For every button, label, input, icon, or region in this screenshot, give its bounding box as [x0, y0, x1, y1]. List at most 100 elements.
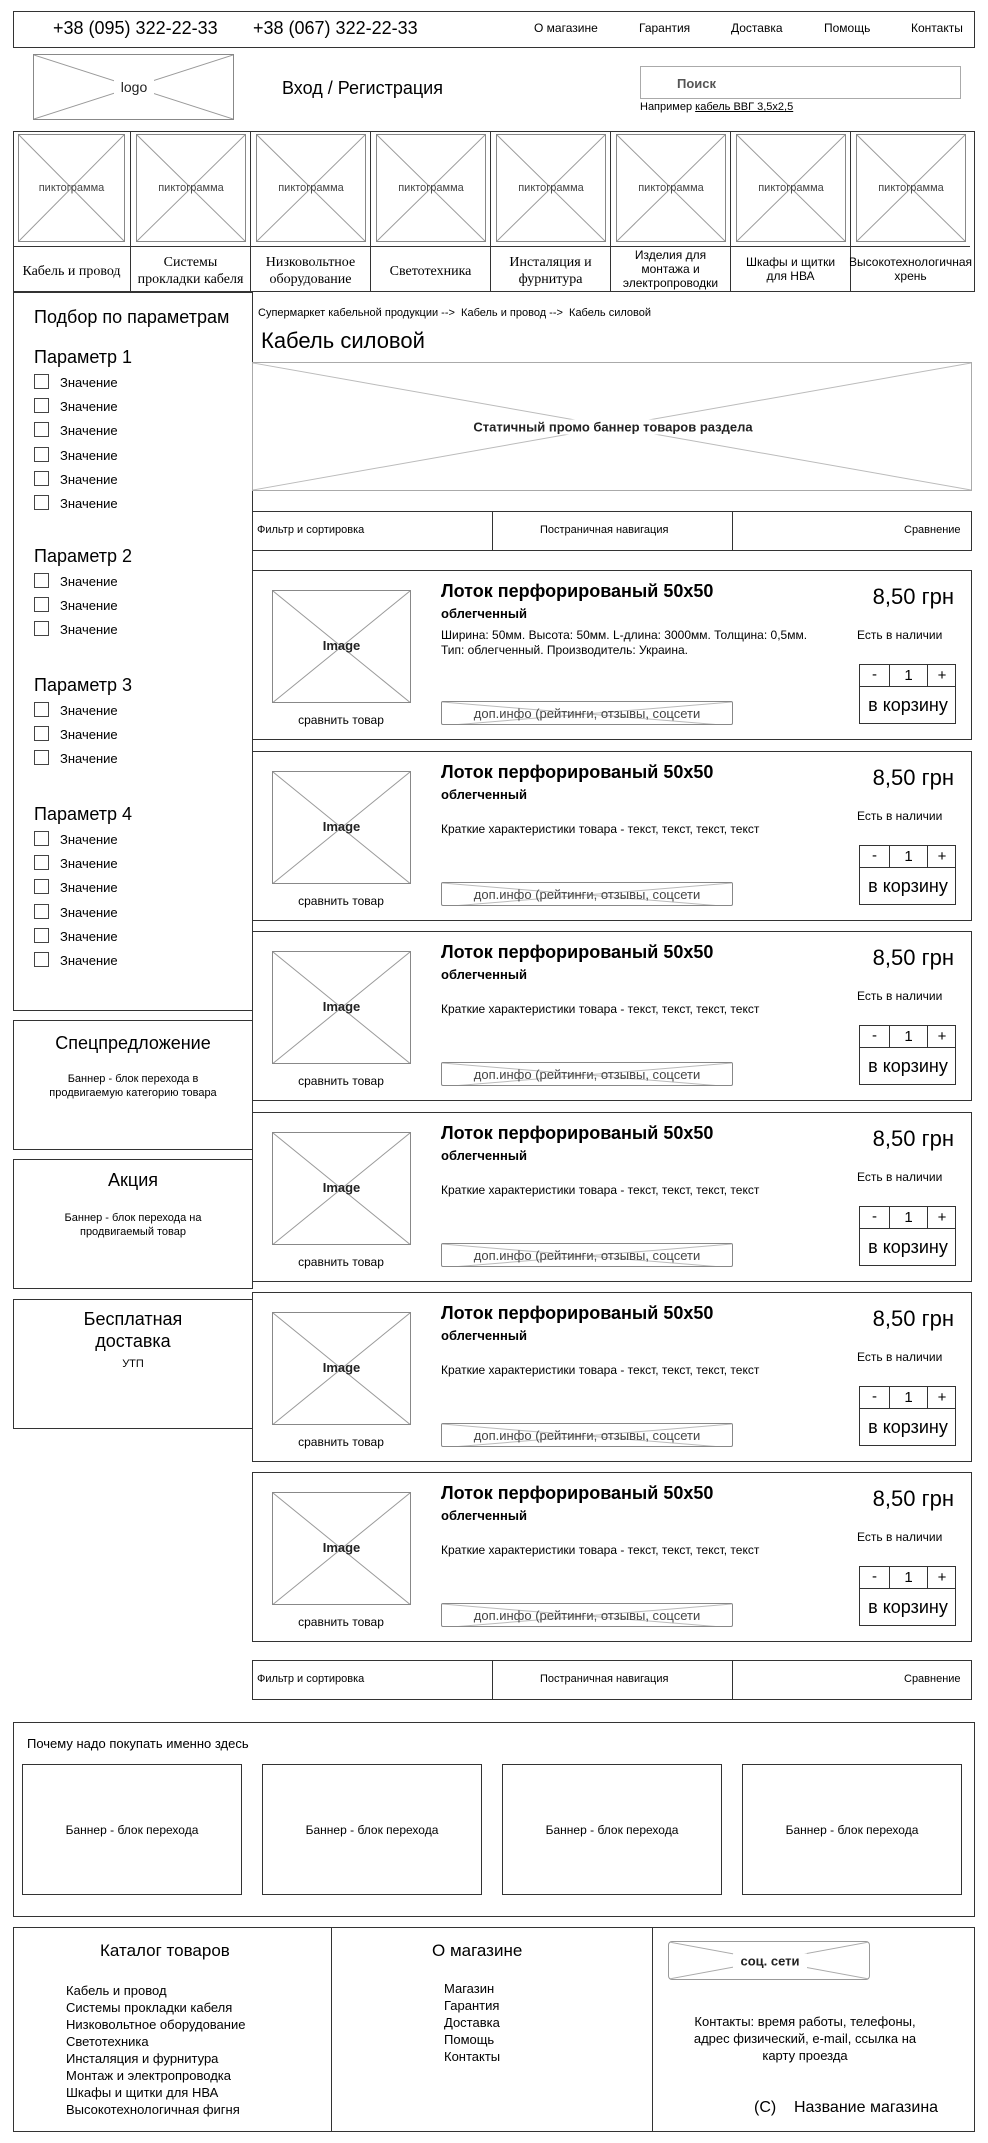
footer-catalog-link[interactable]: Монтаж и электропроводка — [66, 2068, 232, 2083]
footer-about-link[interactable]: Гарантия — [444, 1998, 500, 2013]
social-links[interactable]: соц. сети — [668, 1941, 870, 1980]
param-checkbox[interactable] — [34, 750, 49, 766]
param-checkbox[interactable] — [34, 398, 49, 414]
nav-contacts[interactable]: Контакты — [911, 21, 963, 35]
qty-input[interactable]: 1 — [890, 1387, 927, 1409]
category-item[interactable]: пиктограмма Светотехника — [370, 131, 490, 292]
footer-about-link[interactable]: Контакты — [444, 2049, 501, 2064]
qty-input[interactable]: 1 — [890, 1207, 927, 1229]
qty-minus-button[interactable]: - — [860, 846, 890, 868]
nav-about[interactable]: О магазине — [534, 21, 598, 35]
compare-product-link[interactable]: сравнить товар — [298, 894, 384, 908]
product-extra-info[interactable]: доп.инфо (рейтинги, отзывы, соцсети — [441, 1062, 733, 1086]
nav-delivery[interactable]: Доставка — [731, 21, 783, 35]
product-title[interactable]: Лоток перфорированый 50х50 — [441, 942, 714, 962]
qty-minus-button[interactable]: - — [860, 1207, 890, 1229]
qty-plus-button[interactable]: + — [927, 846, 956, 868]
category-item[interactable]: пиктограмма Низковольтное оборудование — [250, 131, 370, 292]
add-to-cart-button[interactable]: в корзину — [868, 876, 948, 896]
product-title[interactable]: Лоток перфорированый 50х50 — [441, 1483, 714, 1503]
product-title[interactable]: Лоток перфорированый 50х50 — [441, 1303, 714, 1323]
search-input[interactable]: Поиск — [640, 66, 961, 99]
product-extra-info[interactable]: доп.инфо (рейтинги, отзывы, соцсети — [441, 701, 733, 725]
qty-minus-button[interactable]: - — [860, 1567, 890, 1589]
compare-product-link[interactable]: сравнить товар — [298, 1615, 384, 1629]
footer-catalog-link[interactable]: Шкафы и щитки для НВА — [66, 2085, 219, 2100]
search-hint-link[interactable]: кабель ВВГ 3,5х2,5 — [695, 101, 794, 113]
footer-catalog-link[interactable]: Инсталяция и фурнитура — [66, 2051, 219, 2066]
param-checkbox[interactable] — [34, 879, 49, 895]
param-checkbox[interactable] — [34, 446, 49, 462]
qty-minus-button[interactable]: - — [860, 665, 890, 687]
why-banner[interactable]: Баннер - блок перехода — [262, 1764, 482, 1895]
product-image[interactable]: Image — [272, 1312, 411, 1425]
footer-about-link[interactable]: Доставка — [444, 2015, 500, 2030]
why-banner[interactable]: Баннер - блок перехода — [22, 1764, 242, 1895]
param-checkbox[interactable] — [34, 470, 49, 486]
footer-catalog-link[interactable]: Высокотехнологичная фигня — [66, 2102, 240, 2117]
param-checkbox[interactable] — [34, 831, 49, 846]
compare-product-link[interactable]: сравнить товар — [298, 1074, 384, 1088]
breadcrumb[interactable]: Супермаркет кабельной продукции --> Кабе… — [258, 307, 651, 319]
pagination[interactable]: Постраничная навигация — [540, 524, 669, 536]
product-title[interactable]: Лоток перфорированый 50х50 — [441, 762, 714, 782]
logo[interactable]: logo — [33, 54, 234, 120]
param-checkbox[interactable] — [34, 374, 49, 389]
promo-action[interactable]: Акция Баннер - блок перехода на продвига… — [13, 1159, 253, 1289]
promo-banner[interactable]: Статичный промо баннер товаров раздела — [252, 362, 972, 491]
footer-about-link[interactable]: Магазин — [444, 1981, 495, 1996]
footer-catalog-link[interactable]: Светотехника — [66, 2034, 149, 2049]
product-extra-info[interactable]: доп.инфо (рейтинги, отзывы, соцсети — [441, 1603, 733, 1627]
phone-2[interactable]: +38 (067) 322-22-33 — [253, 18, 418, 38]
qty-plus-button[interactable]: + — [927, 1387, 956, 1409]
qty-input[interactable]: 1 — [890, 1026, 927, 1048]
pagination[interactable]: Постраничная навигация — [540, 1673, 669, 1685]
phone-1[interactable]: +38 (095) 322-22-33 — [53, 18, 218, 38]
category-item[interactable]: пиктограмма Высокотехнологичная хрень — [849, 131, 972, 292]
product-image[interactable]: Image — [272, 951, 411, 1064]
param-checkbox[interactable] — [34, 597, 49, 613]
category-item[interactable]: пиктограмма Изделия для монтажа и электро… — [610, 131, 730, 292]
param-checkbox[interactable] — [34, 726, 49, 742]
product-title[interactable]: Лоток перфорированый 50х50 — [441, 1123, 714, 1143]
login-link[interactable]: Вход / Регистрация — [282, 78, 443, 98]
param-checkbox[interactable] — [34, 621, 49, 637]
compare-product-link[interactable]: сравнить товар — [298, 1255, 384, 1269]
product-image[interactable]: Image — [272, 590, 411, 703]
product-title[interactable]: Лоток перфорированый 50х50 — [441, 581, 714, 601]
footer-catalog-link[interactable]: Системы прокладки кабеля — [66, 2000, 233, 2015]
param-checkbox[interactable] — [34, 495, 49, 510]
footer-catalog-link[interactable]: Низковольтное оборудование — [66, 2017, 246, 2032]
footer-catalog-link[interactable]: Кабель и провод — [66, 1983, 167, 1998]
product-extra-info[interactable]: доп.инфо (рейтинги, отзывы, соцсети — [441, 882, 733, 906]
param-checkbox[interactable] — [34, 903, 49, 919]
qty-plus-button[interactable]: + — [927, 1567, 956, 1589]
compare-product-link[interactable]: сравнить товар — [298, 1435, 384, 1449]
add-to-cart-button[interactable]: в корзину — [868, 1237, 948, 1257]
qty-plus-button[interactable]: + — [927, 1207, 956, 1229]
category-item[interactable]: пиктограмма Кабель и провод — [13, 131, 130, 292]
category-item[interactable]: пиктограмма Шкафы и щитки для НВА — [730, 131, 850, 292]
product-image[interactable]: Image — [272, 1132, 411, 1245]
product-extra-info[interactable]: доп.инфо (рейтинги, отзывы, соцсети — [441, 1423, 733, 1447]
product-image[interactable]: Image — [272, 1492, 411, 1605]
filter-sort-button[interactable]: Фильтр и сортировка — [257, 1673, 365, 1685]
why-banner[interactable]: Баннер - блок перехода — [742, 1764, 962, 1895]
promo-delivery[interactable]: Бесплатная доставка УТП — [13, 1299, 253, 1429]
why-banner[interactable]: Баннер - блок перехода — [502, 1764, 722, 1895]
qty-input[interactable]: 1 — [890, 665, 927, 687]
compare-product-link[interactable]: сравнить товар — [298, 713, 384, 727]
filter-sort-button[interactable]: Фильтр и сортировка — [257, 524, 365, 536]
compare-link[interactable]: Сравнение — [904, 1673, 961, 1685]
product-extra-info[interactable]: доп.инфо (рейтинги, отзывы, соцсети — [441, 1243, 733, 1267]
param-checkbox[interactable] — [34, 702, 49, 717]
param-checkbox[interactable] — [34, 573, 49, 588]
nav-help[interactable]: Помощь — [824, 21, 871, 35]
qty-plus-button[interactable]: + — [927, 1026, 956, 1048]
category-item[interactable]: пиктограмма Системы прокладки кабеля — [130, 131, 250, 292]
qty-input[interactable]: 1 — [890, 1567, 927, 1589]
qty-minus-button[interactable]: - — [860, 1387, 890, 1409]
add-to-cart-button[interactable]: в корзину — [868, 1417, 948, 1437]
add-to-cart-button[interactable]: в корзину — [868, 695, 948, 715]
category-item[interactable]: пиктограмма Инсталяция и фурнитура — [490, 131, 610, 292]
